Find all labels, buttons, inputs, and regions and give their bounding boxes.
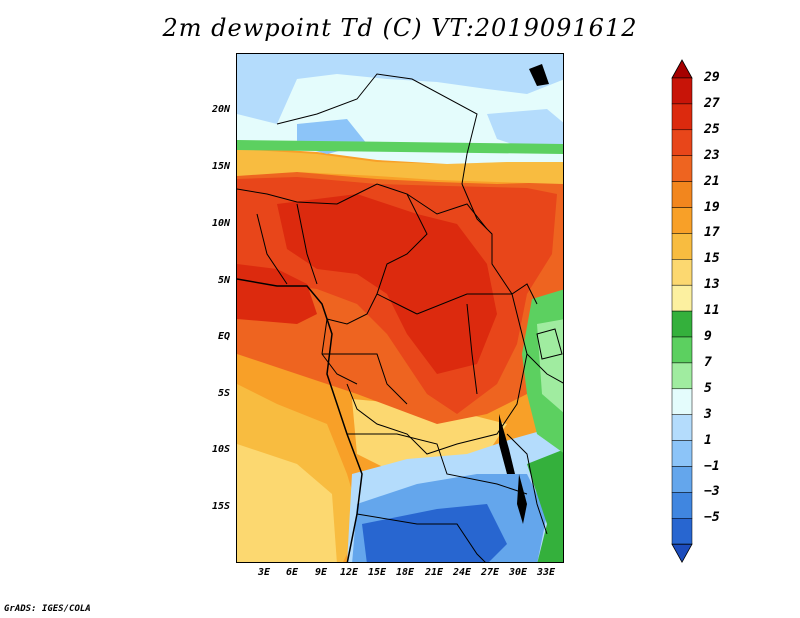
region-sahel: [237, 149, 563, 184]
colorbar-segment: [671, 181, 693, 208]
region-east-green: [527, 449, 563, 562]
colorbar-segment: [671, 155, 693, 182]
lon-tick: 9E: [314, 567, 328, 578]
dewpoint-map: [236, 53, 564, 563]
colorbar-segment: [671, 284, 693, 312]
colorbar-segment: [671, 492, 693, 519]
region-5c-northeast: [487, 109, 563, 154]
colorbar-label: 23: [704, 147, 720, 163]
lat-tick: 15S: [211, 501, 230, 512]
coastline: [237, 278, 363, 562]
lon-tick: 6E: [285, 567, 299, 578]
region-15c: [237, 444, 337, 562]
colorbar-label: 1: [704, 432, 712, 448]
lon-tick: 24E: [452, 567, 472, 578]
colorbar-label: 15: [704, 251, 720, 267]
colorbar-segment: [671, 466, 693, 493]
colorbar-label: −1: [704, 458, 720, 474]
colorbar-segment: [671, 77, 693, 105]
region-sahel-green: [237, 140, 563, 154]
lake-malawi: [517, 474, 527, 524]
colorbar-label: 5: [704, 380, 712, 396]
colorbar-segment: [671, 233, 693, 260]
lake-victoria: [536, 328, 563, 360]
colorbar-arrow-bottom: [671, 543, 693, 564]
country-borders: [237, 73, 563, 562]
lon-tick: 18E: [395, 567, 415, 578]
region-west-coast: [237, 264, 317, 324]
lon-tick: 27E: [480, 567, 500, 578]
lat-tick: 20N: [211, 104, 230, 115]
lon-tick: 15E: [367, 567, 387, 578]
colorbar-segment: [671, 414, 693, 441]
region-25c: [277, 194, 497, 374]
region-5c-north: [237, 54, 563, 124]
colorbar: [671, 59, 693, 564]
lat-tick: 10S: [211, 444, 230, 455]
colorbar-label: −5: [704, 510, 720, 526]
lat-tick: 5S: [217, 388, 230, 399]
colorbar-label: 27: [704, 95, 720, 111]
colorbar-label: 29: [704, 70, 720, 85]
lake-tanganyika: [499, 414, 515, 474]
colorbar-arrow-top: [671, 59, 693, 79]
region-east-highlands-core: [537, 319, 563, 413]
colorbar-label: 21: [704, 173, 720, 189]
lon-tick: 12E: [339, 567, 359, 578]
lat-tick: EQ: [217, 331, 230, 342]
region-minus3c: [362, 504, 507, 562]
lon-tick: 30E: [508, 567, 528, 578]
colorbar-segment: [671, 310, 693, 338]
colorbar-label: 7: [704, 354, 712, 370]
colorbar-segment: [671, 103, 693, 131]
colorbar-label: −3: [704, 484, 720, 500]
lat-tick: 10N: [211, 218, 230, 229]
colorbar-label: 9: [704, 329, 712, 344]
grads-credit: GrADS: IGES/COLA: [4, 604, 91, 614]
colorbar-segment: [671, 336, 693, 364]
lon-tick: 21E: [424, 567, 444, 578]
colorbar-label: 11: [704, 303, 720, 319]
lon-tick: 33E: [536, 567, 556, 578]
colorbar-segment: [671, 259, 693, 286]
colorbar-label: 13: [704, 277, 720, 293]
colorbar-label: 25: [704, 121, 720, 137]
colorbar-segment: [671, 362, 693, 390]
lat-tick: 15N: [211, 161, 230, 172]
lat-tick: 5N: [217, 275, 230, 286]
map-title: 2m dewpoint Td (C) VT:2019091612: [162, 14, 638, 42]
colorbar-segment: [671, 518, 693, 545]
colorbar-segment: [671, 388, 693, 415]
colorbar-segment: [671, 207, 693, 234]
dewpoint-field: [237, 54, 563, 562]
colorbar-label: 19: [704, 199, 720, 215]
lon-tick: 3E: [257, 567, 271, 578]
colorbar-segment: [671, 440, 693, 467]
colorbar-label: 3: [704, 406, 712, 422]
colorbar-label: 17: [704, 225, 720, 241]
colorbar-segment: [671, 129, 693, 156]
red-sea-coast: [529, 64, 549, 86]
